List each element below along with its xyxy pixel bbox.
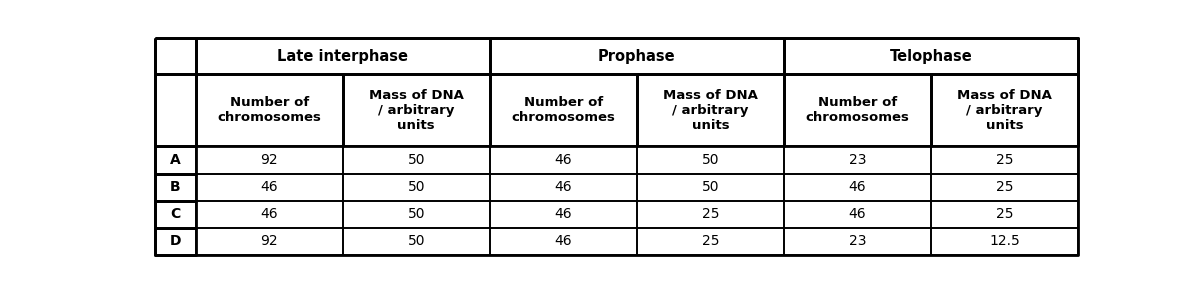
Text: Mass of DNA
/ arbitrary
units: Mass of DNA / arbitrary units [663, 89, 758, 132]
Text: Number of
chromosomes: Number of chromosomes [511, 96, 615, 124]
Text: 50: 50 [408, 180, 425, 194]
Text: Telophase: Telophase [889, 48, 972, 64]
Text: D: D [170, 234, 182, 248]
Text: 46: 46 [848, 180, 866, 194]
Text: Mass of DNA
/ arbitrary
units: Mass of DNA / arbitrary units [369, 89, 463, 132]
Text: Prophase: Prophase [598, 48, 676, 64]
Text: A: A [170, 153, 180, 167]
Text: 50: 50 [408, 153, 425, 167]
Text: 92: 92 [260, 234, 278, 248]
Text: 50: 50 [701, 180, 719, 194]
Text: 92: 92 [260, 153, 278, 167]
Text: B: B [170, 180, 180, 194]
Text: 23: 23 [848, 153, 866, 167]
Text: 25: 25 [996, 207, 1013, 221]
Text: 12.5: 12.5 [989, 234, 1020, 248]
Text: 25: 25 [701, 234, 719, 248]
Text: 46: 46 [555, 234, 573, 248]
Text: 23: 23 [848, 234, 866, 248]
Text: Late interphase: Late interphase [277, 48, 408, 64]
Text: 25: 25 [996, 180, 1013, 194]
Text: Number of
chromosomes: Number of chromosomes [218, 96, 321, 124]
Text: 50: 50 [701, 153, 719, 167]
Text: 25: 25 [996, 153, 1013, 167]
Text: 46: 46 [555, 207, 573, 221]
Text: 46: 46 [555, 153, 573, 167]
Text: C: C [171, 207, 180, 221]
Text: 50: 50 [408, 207, 425, 221]
Text: 46: 46 [555, 180, 573, 194]
Text: 46: 46 [848, 207, 866, 221]
Text: 50: 50 [408, 234, 425, 248]
Text: Mass of DNA
/ arbitrary
units: Mass of DNA / arbitrary units [958, 89, 1051, 132]
Text: 25: 25 [701, 207, 719, 221]
Text: 46: 46 [260, 207, 278, 221]
Text: 46: 46 [260, 180, 278, 194]
Text: Number of
chromosomes: Number of chromosomes [806, 96, 909, 124]
